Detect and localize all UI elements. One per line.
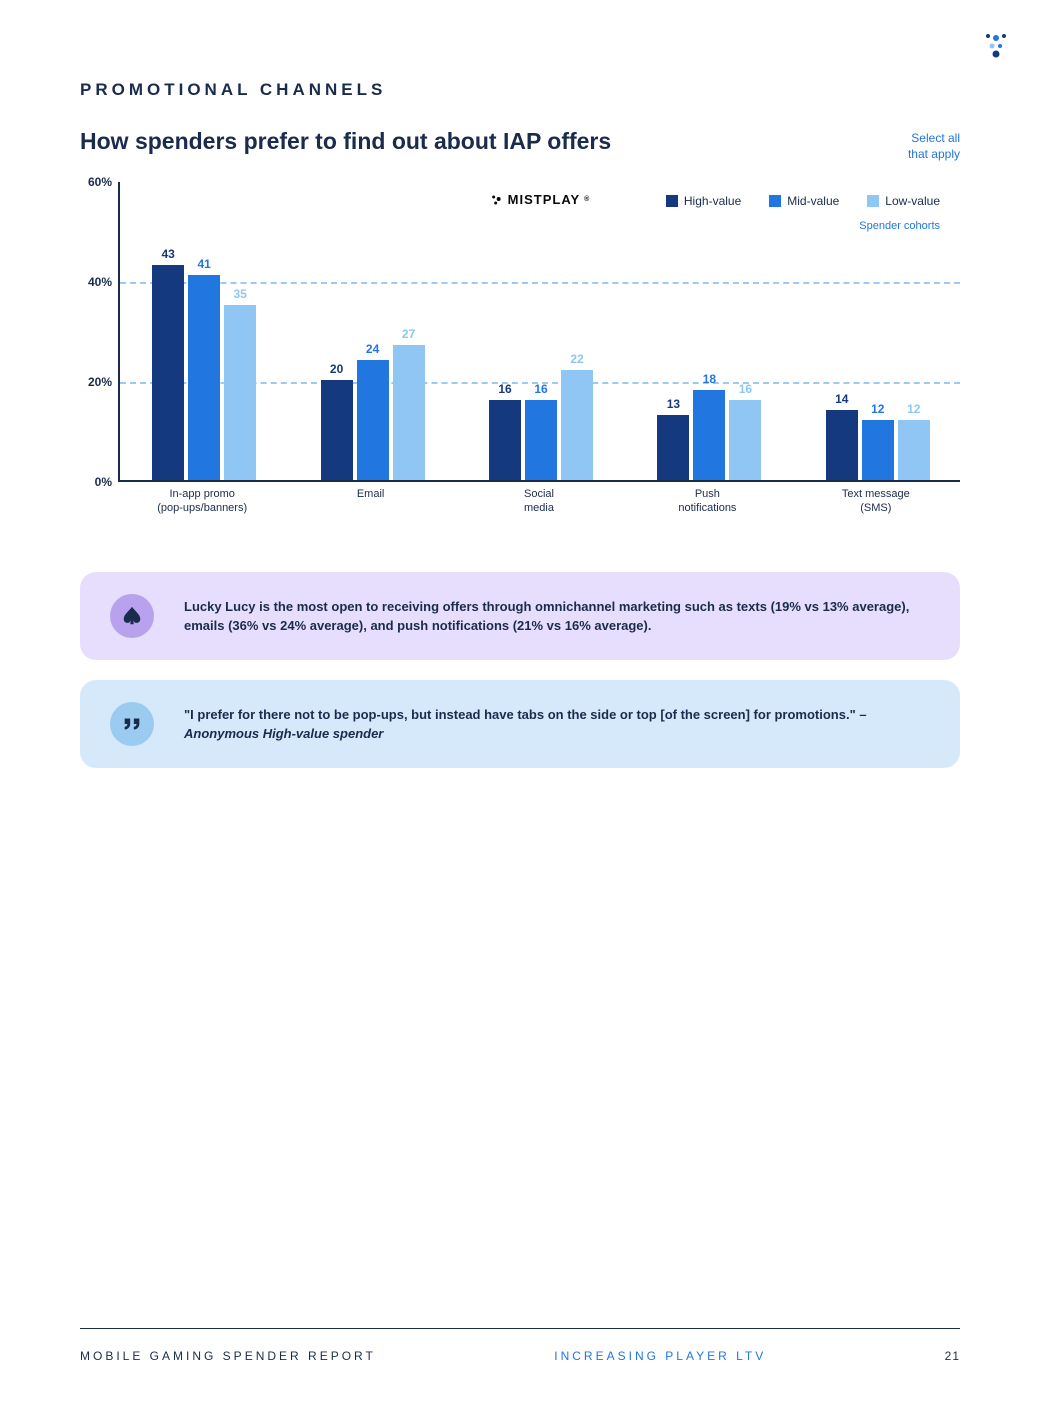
- bar-value: 16: [498, 382, 511, 396]
- bar-value: 24: [366, 342, 379, 356]
- legend-label: Low-value: [885, 194, 940, 208]
- bar: 13: [657, 415, 689, 480]
- legend-swatch: [867, 195, 879, 207]
- bar-value: 16: [739, 382, 752, 396]
- bar-value: 14: [835, 392, 848, 406]
- bar-group: 161622: [489, 370, 593, 480]
- bar: 18: [693, 390, 725, 480]
- bar-value: 12: [907, 402, 920, 416]
- brand-watermark-text: MISTPLAY: [508, 192, 581, 207]
- bar-value: 35: [234, 287, 247, 301]
- spade-icon: [110, 594, 154, 638]
- x-label: Email: [357, 487, 385, 501]
- legend-item: High-value: [666, 194, 741, 208]
- bar: 43: [152, 265, 184, 480]
- bar-value: 18: [703, 372, 716, 386]
- bar-group: 141212: [826, 410, 930, 480]
- bar-value: 43: [162, 247, 175, 261]
- footer-mid: INCREASING PLAYER LTV: [376, 1349, 945, 1363]
- y-tick: 40%: [88, 275, 112, 289]
- legend-label: Mid-value: [787, 194, 839, 208]
- logo-icon: [980, 30, 1010, 65]
- chart-subtitle: Select all that apply: [908, 131, 960, 162]
- bar-value: 27: [402, 327, 415, 341]
- bar: 22: [561, 370, 593, 480]
- x-label: Push notifications: [678, 487, 736, 516]
- bar: 14: [826, 410, 858, 480]
- bar: 27: [393, 345, 425, 480]
- bar-group: 202427: [321, 345, 425, 480]
- plot-area: MISTPLAY® High-value Mid-value Low-value S…: [118, 182, 960, 482]
- bar-value: 12: [871, 402, 884, 416]
- bar-group: 434135: [152, 265, 256, 480]
- section-label: PROMOTIONAL CHANNELS: [80, 80, 960, 100]
- bar: 16: [489, 400, 521, 480]
- x-label: In-app promo (pop-ups/banners): [157, 487, 247, 516]
- y-tick: 0%: [95, 475, 112, 489]
- callout-insight: Lucky Lucy is the most open to receiving…: [80, 572, 960, 660]
- chart-title: How spenders prefer to find out about IA…: [80, 128, 611, 155]
- bar: 16: [729, 400, 761, 480]
- y-axis: 0%20%40%60%: [80, 182, 118, 482]
- legend-caption: Spender cohorts: [859, 220, 940, 232]
- bar: 24: [357, 360, 389, 480]
- bar-value: 22: [570, 352, 583, 366]
- bar-value: 41: [198, 257, 211, 271]
- callout-insight-text: Lucky Lucy is the most open to receiving…: [184, 597, 930, 636]
- quote-icon: [110, 702, 154, 746]
- callout-quote: "I prefer for there not to be pop-ups, b…: [80, 680, 960, 768]
- legend-swatch: [666, 195, 678, 207]
- x-label: Text message (SMS): [842, 487, 910, 516]
- brand-watermark: MISTPLAY®: [490, 192, 591, 207]
- bar: 12: [898, 420, 930, 480]
- y-tick: 60%: [88, 175, 112, 189]
- bar: 20: [321, 380, 353, 480]
- bar: 12: [862, 420, 894, 480]
- y-tick: 20%: [88, 375, 112, 389]
- bar-value: 13: [667, 397, 680, 411]
- footer-left: MOBILE GAMING SPENDER REPORT: [80, 1349, 376, 1363]
- legend: High-value Mid-value Low-value: [666, 194, 940, 208]
- legend-item: Low-value: [867, 194, 940, 208]
- callout-quote-text: "I prefer for there not to be pop-ups, b…: [184, 705, 930, 744]
- bar: 16: [525, 400, 557, 480]
- bar-value: 20: [330, 362, 343, 376]
- x-label: Social media: [524, 487, 554, 516]
- chart: 0%20%40%60% MISTPLAY® High-valueMid-valu…: [80, 182, 960, 522]
- quote-body: "I prefer for there not to be pop-ups, b…: [184, 707, 859, 722]
- footer: MOBILE GAMING SPENDER REPORT INCREASING …: [80, 1328, 960, 1363]
- page-number: 21: [945, 1349, 960, 1363]
- legend-item: Mid-value: [769, 194, 839, 208]
- bar: 41: [188, 275, 220, 480]
- bar-value: 16: [534, 382, 547, 396]
- bar-group: 131816: [657, 390, 761, 480]
- legend-label: High-value: [684, 194, 741, 208]
- legend-swatch: [769, 195, 781, 207]
- bar: 35: [224, 305, 256, 480]
